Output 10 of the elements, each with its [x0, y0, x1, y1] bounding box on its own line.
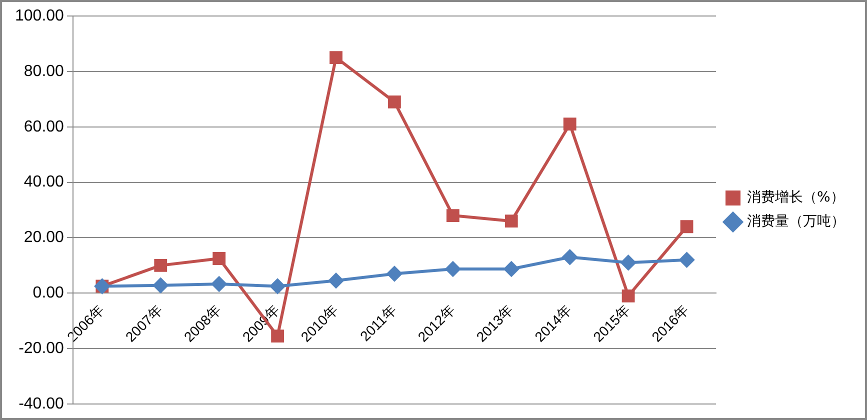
y-tick-label: -40.00	[18, 395, 64, 412]
y-tick-label: 40.00	[24, 174, 64, 191]
y-tick-label: 80.00	[24, 62, 64, 80]
legend-label: 消费量（万吨）	[747, 214, 845, 230]
y-tick-label: 0.00	[32, 284, 64, 302]
y-tick-label: -20.00	[18, 340, 64, 357]
legend-label: 消费增长（%）	[747, 190, 844, 206]
y-tick-label: 100.00	[15, 7, 64, 24]
y-tick-label: 20.00	[24, 229, 64, 246]
y-tick-label: 60.00	[24, 118, 64, 136]
